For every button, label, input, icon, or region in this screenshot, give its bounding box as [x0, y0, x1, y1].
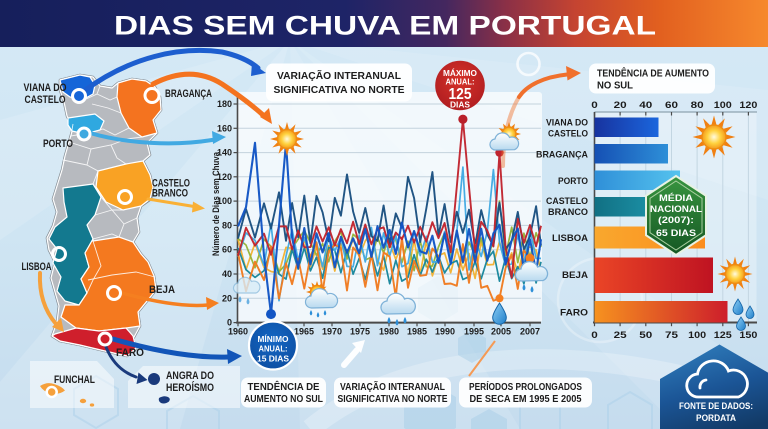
svg-text:VIANA DO: VIANA DO	[24, 82, 67, 94]
svg-text:160: 160	[217, 123, 232, 133]
svg-text:LISBOA: LISBOA	[22, 261, 52, 273]
svg-text:Número de Dias sem Chuva: Número de Dias sem Chuva	[211, 151, 221, 256]
svg-text:DIAS SEM CHUVA EM PORTUGAL: DIAS SEM CHUVA EM PORTUGAL	[114, 11, 656, 41]
svg-text:NO SUL: NO SUL	[597, 80, 634, 92]
svg-text:1980: 1980	[379, 327, 399, 337]
svg-text:150: 150	[739, 330, 757, 340]
svg-text:BRAGANÇA: BRAGANÇA	[536, 150, 588, 160]
svg-text:100: 100	[217, 196, 232, 206]
svg-text:1990: 1990	[435, 327, 455, 337]
svg-text:CASTELO: CASTELO	[25, 94, 66, 106]
svg-text:0: 0	[227, 318, 232, 328]
svg-text:FARO: FARO	[560, 308, 588, 318]
svg-text:MÉDIA: MÉDIA	[659, 193, 693, 204]
svg-text:1985: 1985	[407, 327, 427, 337]
svg-text:120: 120	[217, 172, 232, 182]
svg-text:PORDATA: PORDATA	[696, 413, 736, 424]
svg-text:BRANCO: BRANCO	[548, 207, 588, 217]
svg-text:BRAGANÇA: BRAGANÇA	[165, 88, 212, 100]
svg-text:80: 80	[222, 220, 232, 230]
svg-text:TENDÊNCIA DE: TENDÊNCIA DE	[248, 380, 320, 393]
svg-text:1995: 1995	[464, 327, 484, 337]
svg-text:2005: 2005	[491, 327, 511, 337]
svg-text:HEROÍSMO: HEROÍSMO	[166, 381, 214, 394]
svg-text:65 DIAS: 65 DIAS	[656, 228, 696, 239]
svg-text:0: 0	[591, 100, 598, 110]
svg-text:FONTE DE DADOS:: FONTE DE DADOS:	[679, 401, 753, 412]
svg-text:FUNCHAL: FUNCHAL	[54, 374, 95, 386]
svg-text:(2007):: (2007):	[658, 215, 694, 226]
svg-text:0: 0	[591, 330, 598, 340]
svg-text:125: 125	[714, 330, 732, 340]
svg-text:125: 125	[449, 86, 472, 103]
svg-text:ANGRA DO: ANGRA DO	[166, 370, 214, 382]
svg-text:LISBOA: LISBOA	[552, 233, 589, 243]
svg-text:DE SECA EM 1995 E 2005: DE SECA EM 1995 E 2005	[470, 393, 582, 405]
svg-text:100: 100	[688, 330, 706, 340]
svg-text:ANUAL:: ANUAL:	[259, 344, 288, 354]
svg-text:DIAS: DIAS	[450, 101, 471, 110]
svg-text:1960: 1960	[228, 327, 248, 337]
svg-text:BRANCO: BRANCO	[152, 188, 188, 200]
svg-text:VARIAÇÃO INTERANUAL: VARIAÇÃO INTERANUAL	[340, 380, 445, 393]
svg-text:ANUAL:: ANUAL:	[446, 77, 475, 87]
svg-text:CASTELO: CASTELO	[548, 129, 588, 139]
svg-text:SIGNIFICATIVA NO NORTE: SIGNIFICATIVA NO NORTE	[338, 393, 448, 405]
svg-text:140: 140	[217, 148, 232, 158]
svg-text:15 DIAS: 15 DIAS	[257, 354, 289, 364]
svg-text:PORTO: PORTO	[43, 138, 73, 150]
svg-text:40: 40	[639, 100, 652, 110]
svg-text:100: 100	[714, 100, 732, 110]
svg-text:PERÍODOS PROLONGADOS: PERÍODOS PROLONGADOS	[469, 380, 582, 393]
svg-text:40: 40	[222, 269, 232, 279]
svg-text:MÁXIMO: MÁXIMO	[443, 68, 477, 78]
svg-text:20: 20	[614, 100, 627, 110]
svg-text:1970: 1970	[322, 327, 342, 337]
svg-text:FARO: FARO	[116, 347, 144, 359]
svg-text:VIANA DO: VIANA DO	[546, 118, 588, 128]
svg-text:MÍNIMO: MÍNIMO	[258, 334, 289, 344]
svg-text:VARIAÇÃO INTERANUAL: VARIAÇÃO INTERANUAL	[277, 69, 402, 82]
svg-text:BEJA: BEJA	[149, 284, 175, 296]
svg-text:20: 20	[222, 293, 232, 303]
svg-text:SIGNIFICATIVA NO NORTE: SIGNIFICATIVA NO NORTE	[274, 84, 405, 96]
svg-text:60: 60	[665, 100, 678, 110]
svg-text:120: 120	[739, 100, 757, 110]
svg-text:50: 50	[639, 330, 652, 340]
svg-text:TENDÊNCIA DE AUMENTO: TENDÊNCIA DE AUMENTO	[597, 67, 709, 80]
svg-text:CASTELO: CASTELO	[546, 196, 588, 206]
svg-text:1965: 1965	[294, 327, 314, 337]
svg-text:NACIONAL: NACIONAL	[650, 204, 702, 215]
svg-text:CASTELO: CASTELO	[152, 178, 190, 190]
svg-text:AUMENTO NO SUL: AUMENTO NO SUL	[244, 393, 323, 405]
svg-text:2007: 2007	[520, 327, 540, 337]
svg-text:PORTO: PORTO	[558, 176, 588, 186]
svg-text:180: 180	[217, 99, 232, 109]
svg-text:25: 25	[614, 330, 627, 340]
svg-text:75: 75	[665, 330, 678, 340]
svg-text:1975: 1975	[350, 327, 370, 337]
svg-text:BEJA: BEJA	[562, 270, 589, 280]
svg-text:80: 80	[691, 100, 704, 110]
svg-text:60: 60	[222, 245, 232, 255]
